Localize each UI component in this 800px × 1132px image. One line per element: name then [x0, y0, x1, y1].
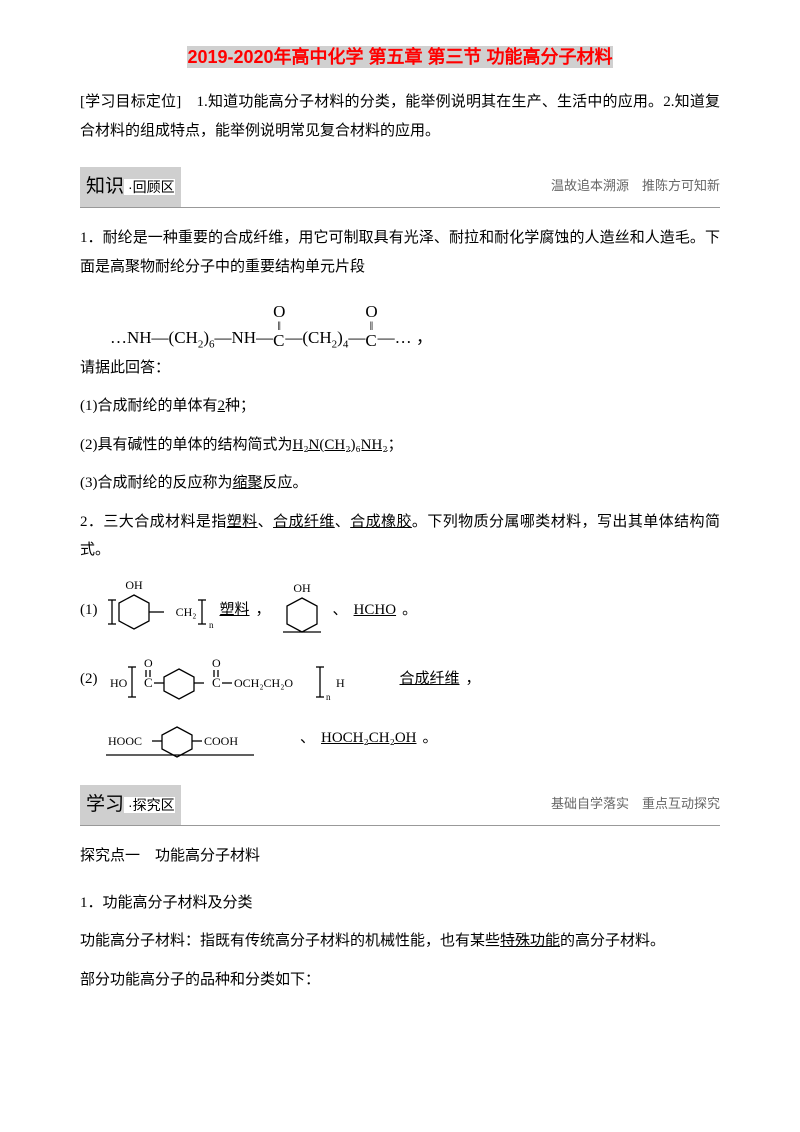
tab-title-small: ·回顾区: [124, 179, 175, 195]
svg-text:O: O: [144, 656, 153, 670]
q1a2-ud: H₂N(CH₂)₆NH₂: [293, 437, 388, 453]
q1-lead: 1．耐纶是一种重要的合成纤维，用它可制取具有光泽、耐拉和耐化学腐蚀的人造丝和人造…: [80, 224, 720, 281]
q1-answer-2: (2)具有碱性的单体的结构简式为H₂N(CH₂)₆NH₂；: [80, 431, 720, 460]
terephthalic-acid-icon: HOOC COOH: [104, 713, 294, 763]
section-knowledge-review: 知识·回顾区 温故追本溯源 推陈方可知新: [80, 167, 720, 208]
svg-text:OCH₂CH₂O: OCH₂CH₂O: [234, 676, 293, 690]
svg-text:C: C: [212, 675, 221, 690]
section-study-explore: 学习·探究区 基础自学落实 重点互动探究: [80, 785, 720, 826]
section2-hint: 基础自学落实 重点互动探究: [551, 792, 720, 819]
q1a2-post: ；: [388, 437, 403, 453]
svg-text:CH₂: CH₂: [175, 605, 196, 619]
svg-text:OH: OH: [125, 578, 143, 592]
q1a3-pre: (3)合成耐纶的反应称为: [80, 475, 233, 491]
q1a1-post: 种；: [225, 398, 255, 414]
title-highlight-1: 2019-2020: [187, 46, 273, 68]
section-hint: 温故追本溯源 推陈方可知新: [551, 174, 720, 201]
pet-polymer-icon: HO C O C O OCH₂CH₂O n H: [104, 649, 394, 709]
explore-heading: 探究点一 功能高分子材料: [80, 842, 720, 871]
tab-title-big: 知识: [86, 176, 124, 197]
phenol-formaldehyde-polymer-icon: OH CH₂ n: [104, 575, 214, 645]
tab2-title-small: ·探究区: [124, 797, 175, 813]
q1a2-pre: (2)具有碱性的单体的结构简式为: [80, 437, 293, 453]
explore-p2-pre: 功能高分子材料：指既有传统高分子材料的机械性能，也有某些: [80, 933, 500, 949]
svg-text:n: n: [209, 620, 214, 630]
explore-p2-post: 的高分子材料。: [560, 933, 665, 949]
q1-answer-3: (3)合成耐纶的反应称为缩聚反应。: [80, 469, 720, 498]
q2-lead: 2．三大合成材料是指塑料、合成纤维、合成橡胶。下列物质分属哪类材料，写出其单体结…: [80, 508, 720, 565]
q2-lead-pre: 2．三大合成材料是指: [80, 514, 227, 530]
section-tab: 知识·回顾区: [80, 167, 181, 207]
svg-text:COOH: COOH: [204, 734, 238, 748]
q2-row1: (1) OH CH₂ n 塑料， OH 、HCHO。: [80, 575, 720, 645]
nylon-structure: …NH—(CH2)6—NH—O‖C—(CH2)4—O‖C—… ，: [80, 291, 720, 354]
q1a1-pre: (1)合成耐纶的单体有: [80, 398, 218, 414]
q2-m3: 合成橡胶: [350, 514, 412, 530]
learning-objectives: [学习目标定位] 1.知道功能高分子材料的分类，能举例说明其在生产、生活中的应用…: [80, 88, 720, 145]
q2-row2-monomer2: HOCH₂CH₂OH: [321, 724, 416, 753]
q2-m2: 合成纤维: [273, 514, 335, 530]
svg-text:O: O: [212, 656, 221, 670]
svg-text:n: n: [326, 692, 331, 702]
q2-row1-label: (1): [80, 596, 98, 625]
tab2-title-big: 学习: [86, 794, 124, 815]
svg-text:C: C: [144, 675, 153, 690]
section-tab-2: 学习·探究区: [80, 785, 181, 825]
svg-text:H: H: [336, 676, 345, 690]
q2-row2: (2) HO C O C O OCH₂CH₂O n H 合成纤维，: [80, 649, 720, 709]
explore-p2: 功能高分子材料：指既有传统高分子材料的机械性能，也有某些特殊功能的高分子材料。: [80, 927, 720, 956]
explore-p3: 部分功能高分子的品种和分类如下：: [80, 966, 720, 995]
q2-m1: 塑料: [227, 514, 258, 530]
q1a1-ud: 2: [218, 398, 226, 414]
q1-answer-1: (1)合成耐纶的单体有2种；: [80, 392, 720, 421]
svg-text:HOOC: HOOC: [108, 734, 142, 748]
svg-text:OH: OH: [293, 581, 311, 595]
page-title: 2019-2020年高中化学 第五章 第三节 功能高分子材料: [80, 40, 720, 74]
explore-p2-ud: 特殊功能: [500, 933, 560, 949]
q2-row1-monomer: HCHO: [354, 596, 397, 625]
title-highlight-2: 年高中化学 第五章 第三节 功能高分子材料: [274, 46, 613, 68]
svg-text:HO: HO: [110, 676, 128, 690]
phenol-monomer-icon: OH: [277, 580, 327, 640]
q2-row2-label: (2): [80, 665, 98, 694]
q1a3-ud: 缩聚: [233, 475, 263, 491]
q2-row2b: HOOC COOH 、HOCH₂CH₂OH。: [80, 713, 720, 763]
q1a3-post: 反应。: [263, 475, 308, 491]
q2-row2-type: 合成纤维: [400, 665, 460, 694]
q1-prompt: 请据此回答：: [80, 354, 720, 383]
q2-row1-type: 塑料: [220, 596, 250, 625]
explore-p1: 1．功能高分子材料及分类: [80, 889, 720, 918]
